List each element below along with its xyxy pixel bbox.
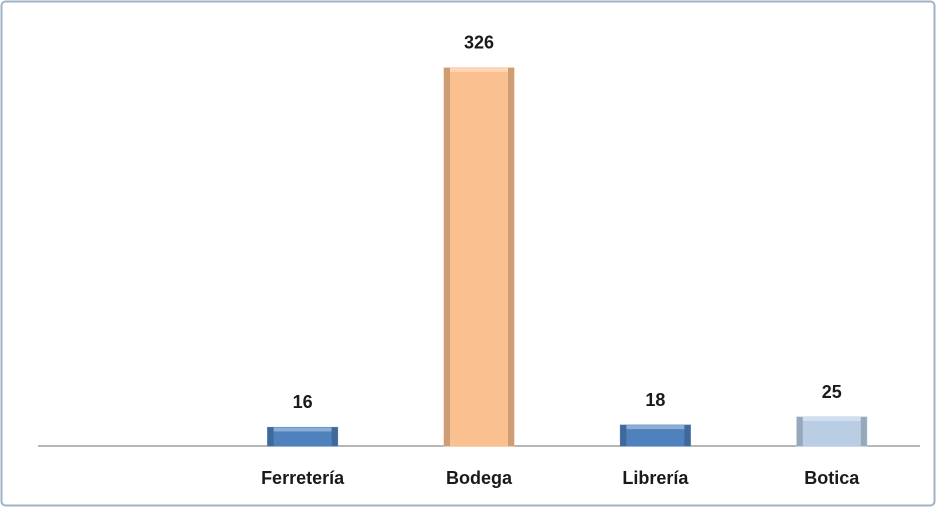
bar-shade [331, 427, 338, 446]
bar-highlight [802, 417, 861, 421]
bar-highlight [626, 425, 685, 430]
x-tick-label: Ferretería [261, 468, 345, 488]
bar-highlight [273, 427, 332, 432]
bar-shade [267, 427, 274, 446]
bar-highlight [450, 67, 508, 72]
x-tick-label: Bodega [446, 468, 513, 488]
x-tick-label: Botica [804, 468, 860, 488]
data-label: 18 [645, 390, 665, 410]
bar [619, 424, 691, 447]
bar [796, 416, 868, 447]
bar-shade [796, 417, 803, 446]
bar-shade [860, 417, 867, 446]
bar [443, 67, 515, 447]
data-label: 25 [822, 382, 842, 402]
bar [267, 426, 339, 447]
bar-shade [620, 425, 627, 446]
bar-shade [444, 67, 450, 446]
data-label: 16 [293, 392, 313, 412]
bar-shade [684, 425, 691, 446]
x-tick-label: Librería [622, 468, 689, 488]
bar-shade [508, 67, 514, 446]
data-label: 326 [464, 33, 494, 53]
